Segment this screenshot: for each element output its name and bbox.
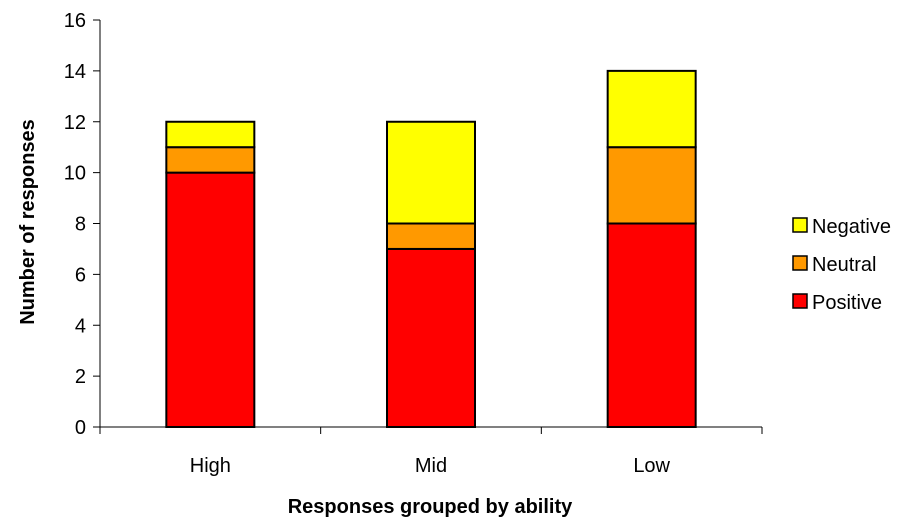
y-tick-label: 0 [75, 417, 86, 439]
y-tick-label: 12 [64, 112, 86, 134]
axes-layer [93, 19, 763, 434]
bar-positive-high [165, 171, 256, 428]
y-tick-label: 6 [75, 264, 86, 286]
x-tick-label-low: Low [633, 455, 670, 477]
legend: Negative Neutral Positive [792, 216, 891, 314]
bar-neutral-mid [386, 222, 476, 250]
y-tick-label: 2 [75, 366, 86, 388]
bar-negative-low [606, 69, 697, 149]
legend-label-neutral: Neutral [812, 254, 876, 276]
x-tick-label-mid: Mid [415, 455, 447, 477]
y-tick-label: 4 [75, 315, 86, 337]
y-tick-label: 16 [64, 10, 86, 32]
x-axis-title: Responses grouped by ability [288, 496, 573, 518]
labels-layer: 0 2 4 6 8 10 12 14 16 High Mid Low [64, 10, 671, 477]
y-tick-label: 8 [75, 214, 86, 236]
bar-neutral-high [165, 146, 256, 174]
bars-layer [165, 69, 697, 428]
bar-negative-mid [386, 120, 476, 225]
legend-swatch-neutral [792, 255, 808, 271]
y-tick-label: 10 [64, 163, 86, 185]
y-tick-label: 14 [64, 61, 86, 83]
legend-label-positive: Positive [812, 292, 882, 314]
y-axis-title: Number of responses [17, 119, 39, 325]
x-tick-label-high: High [190, 455, 231, 477]
bar-positive-mid [386, 247, 476, 428]
legend-swatch-positive [792, 293, 808, 309]
legend-label-negative: Negative [812, 216, 891, 238]
legend-swatch-negative [792, 217, 808, 233]
bar-positive-low [606, 222, 697, 428]
bar-neutral-low [606, 146, 697, 225]
bar-negative-high [165, 120, 256, 149]
